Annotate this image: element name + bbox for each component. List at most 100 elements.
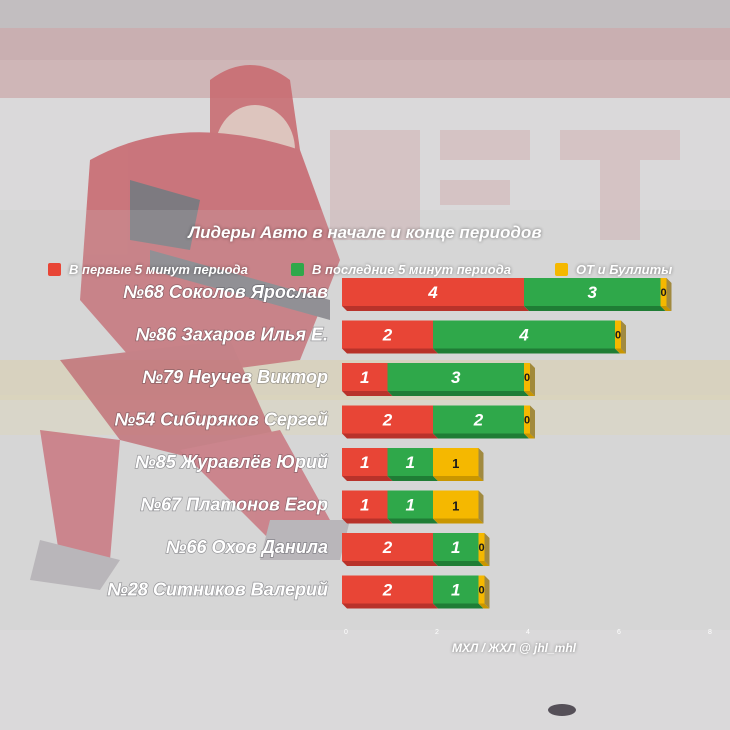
legend: В первые 5 минут периода В последние 5 м… [48, 262, 708, 280]
x-tick-label: 2 [435, 629, 439, 636]
category-label: №28 Ситников Валерий [107, 580, 328, 600]
bar-segment [342, 448, 388, 476]
bar-segment [524, 278, 661, 306]
bar-segment-bottom-face [342, 391, 393, 396]
bar-segment-bottom-face [478, 603, 490, 609]
legend-item-last5: В последние 5 минут периода [291, 262, 511, 277]
legend-item-ot: ОТ и Буллиты [555, 262, 672, 277]
bar-segment [478, 533, 485, 561]
bar-segment-bottom-face [433, 476, 484, 481]
data-label: 1 [360, 453, 369, 472]
bar-segment-bottom-face [615, 348, 626, 354]
bar-segment [433, 448, 479, 476]
bar-segment-bottom-face [342, 603, 438, 609]
bar-segment-bottom-face [478, 561, 490, 566]
data-label: 1 [452, 499, 459, 514]
bar-segment-bottom-face [387, 518, 438, 524]
bar-segment [387, 490, 433, 519]
data-label: 0 [615, 330, 621, 342]
bar-segment-bottom-face [524, 306, 666, 311]
bar-segment [342, 405, 433, 434]
bar-segment [524, 405, 530, 434]
data-label: 0 [478, 542, 484, 554]
category-label: №66 Охов Данила [166, 537, 328, 557]
x-tick-label: 8 [708, 629, 712, 636]
legend-label-ot: ОТ и Буллиты [576, 262, 673, 277]
data-label: 1 [360, 368, 369, 387]
data-label: 2 [473, 411, 484, 430]
bar-segment-bottom-face [433, 518, 484, 524]
data-label: 1 [452, 456, 459, 471]
category-label: №85 Журавлёв Юрий [135, 452, 328, 472]
bar-segment-bottom-face [342, 476, 393, 481]
bar-segment-bottom-face [433, 561, 484, 566]
data-label: 3 [451, 368, 461, 387]
bar-segment [433, 320, 615, 349]
bar-segment-bottom-face [342, 433, 438, 439]
bar-segment-bottom-face [342, 348, 438, 354]
bar-segment [387, 363, 524, 391]
category-label: №68 Соколов Ярослав [123, 282, 328, 302]
x-tick-label: 6 [617, 629, 621, 636]
bar-segment-bottom-face [387, 476, 438, 481]
category-label: №79 Неучев Виктор [142, 367, 328, 387]
x-tick-label: 4 [526, 629, 530, 636]
data-label: 2 [382, 411, 393, 430]
data-label: 2 [382, 581, 393, 600]
bar-segment-bottom-face [387, 391, 529, 396]
data-label: 1 [406, 496, 415, 515]
bar-segment [387, 448, 433, 476]
bar-end-face [478, 448, 484, 481]
bar-end-face [530, 405, 535, 439]
bar-end-face [484, 533, 490, 566]
data-label: 3 [588, 283, 598, 302]
bar-end-face [484, 575, 490, 609]
data-label: 0 [478, 585, 484, 597]
bar-end-face [530, 363, 535, 396]
category-label: №86 Захаров Илья Е. [136, 325, 328, 345]
legend-label-last5: В последние 5 минут периода [312, 262, 511, 277]
bar-segment [433, 575, 479, 604]
legend-item-first5: В первые 5 минут периода [48, 262, 248, 277]
x-tick-label: 0 [344, 629, 348, 636]
data-label: 0 [524, 415, 530, 427]
data-label: 1 [360, 496, 369, 515]
bar-segment [342, 278, 524, 306]
bar-segment-bottom-face [524, 433, 535, 439]
data-label: 2 [382, 538, 393, 557]
data-label: 0 [660, 287, 666, 299]
bar-segment-bottom-face [524, 391, 535, 396]
bar-segment-bottom-face [433, 603, 484, 609]
bar-segment [433, 533, 479, 561]
bar-segment-bottom-face [660, 306, 672, 311]
data-label: 1 [406, 453, 415, 472]
bar-segment-bottom-face [433, 348, 620, 354]
data-label: 1 [451, 538, 460, 557]
data-label: 0 [524, 372, 530, 384]
category-label: №54 Сибиряков Сергей [114, 410, 328, 430]
bar-segment [342, 533, 433, 561]
legend-swatch-ot [555, 263, 568, 276]
legend-swatch-first5 [48, 263, 61, 276]
bar-end-face [478, 490, 484, 524]
bar-segment [433, 405, 524, 434]
legend-swatch-last5 [291, 263, 304, 276]
data-label: 4 [427, 283, 438, 302]
bar-segment [342, 490, 388, 519]
bar-segment [615, 320, 621, 349]
bar-segment [433, 490, 479, 519]
bar-segment [342, 320, 433, 349]
category-label: №67 Платонов Егор [141, 495, 328, 515]
bar-segment [478, 575, 485, 604]
chart-title: Лидеры Авто в начале и конце периодов [188, 223, 542, 242]
data-label: 4 [518, 326, 529, 345]
data-label: 1 [451, 581, 460, 600]
bar-segment [342, 363, 388, 391]
bar-segment [524, 363, 530, 391]
bar-segment-bottom-face [342, 306, 529, 311]
bar-segment-bottom-face [342, 518, 393, 524]
bar-end-face [666, 278, 672, 311]
bar-segment-bottom-face [433, 433, 529, 439]
bar-end-face [621, 320, 626, 354]
